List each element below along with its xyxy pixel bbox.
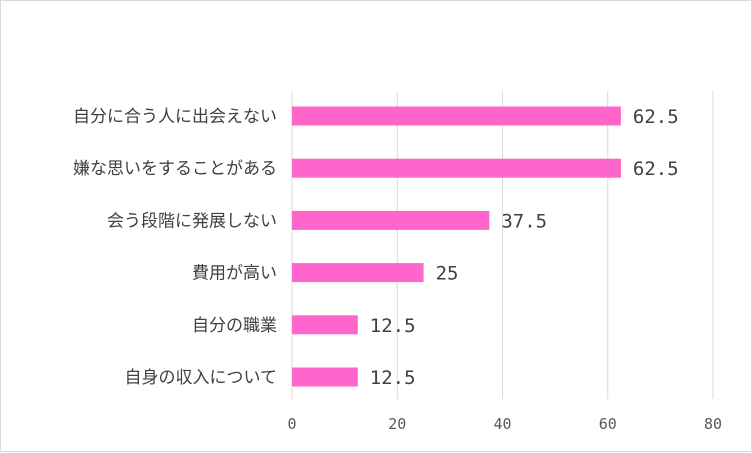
- x-tick-label-40: 40: [493, 415, 511, 433]
- bar-1: [292, 158, 621, 178]
- bar-2: [292, 210, 490, 230]
- category-label-0: 自分に合う人に出会えない: [73, 107, 277, 127]
- value-label-0: 62.5: [633, 106, 679, 128]
- category-label-5: 自身の収入について: [125, 368, 278, 388]
- bar-0: [292, 106, 621, 126]
- bar-5: [292, 367, 358, 387]
- category-label-3: 費用が高い: [192, 264, 277, 284]
- value-label-2: 37.5: [501, 210, 547, 232]
- value-label-3: 25: [436, 263, 459, 285]
- x-tick-label-80: 80: [704, 415, 722, 433]
- value-label-1: 62.5: [633, 158, 679, 180]
- bar-4: [292, 315, 358, 335]
- value-label-5: 12.5: [370, 367, 416, 389]
- category-label-1: 嫌な思いをすることがある: [73, 159, 277, 179]
- value-label-4: 12.5: [370, 315, 416, 337]
- category-label-4: 自分の職業: [192, 316, 277, 336]
- category-label-2: 会う段階に発展しない: [107, 211, 277, 231]
- x-tick-label-20: 20: [388, 415, 406, 433]
- bar-3: [292, 263, 424, 283]
- x-tick-label-0: 0: [287, 415, 296, 433]
- x-tick-label-60: 60: [599, 415, 617, 433]
